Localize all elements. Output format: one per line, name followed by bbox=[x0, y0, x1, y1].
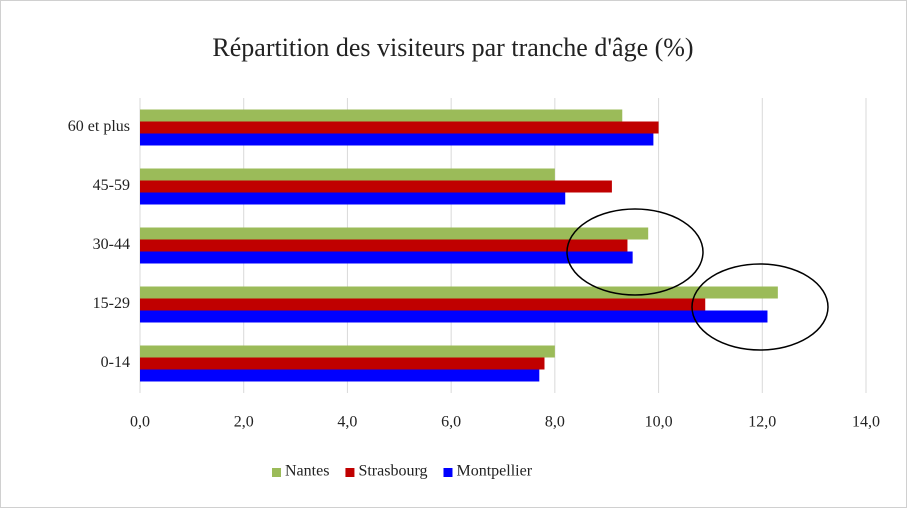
y-tick-label: 60 et plus bbox=[68, 118, 130, 135]
annotation-circle bbox=[566, 208, 704, 296]
legend-label: Montpellier bbox=[456, 463, 532, 480]
x-tick-label: 8,0 bbox=[545, 414, 565, 431]
annotation-circle bbox=[691, 263, 829, 351]
x-tick-label: 10,0 bbox=[645, 414, 673, 431]
bar bbox=[140, 121, 659, 134]
x-tick-label: 4,0 bbox=[337, 414, 357, 431]
legend-label: Nantes bbox=[285, 463, 329, 480]
bar bbox=[140, 298, 706, 311]
bar bbox=[140, 357, 545, 370]
legend-swatch bbox=[272, 468, 281, 477]
legend-label: Strasbourg bbox=[358, 463, 427, 480]
bar bbox=[140, 310, 768, 323]
bar bbox=[140, 109, 623, 122]
bar bbox=[140, 133, 654, 146]
y-tick-label: 0-14 bbox=[101, 354, 130, 371]
x-tick-label: 12,0 bbox=[748, 414, 776, 431]
x-tick-label: 0,0 bbox=[130, 414, 150, 431]
bar bbox=[140, 345, 555, 358]
bar bbox=[140, 168, 555, 181]
bar bbox=[140, 227, 649, 240]
y-tick-label: 30-44 bbox=[93, 236, 130, 253]
legend-swatch bbox=[345, 468, 355, 477]
chart-title: Répartition des visiteurs par tranche d'… bbox=[212, 33, 693, 62]
x-tick-label: 2,0 bbox=[234, 414, 254, 431]
x-tick-label: 6,0 bbox=[441, 414, 461, 431]
bar bbox=[140, 286, 778, 299]
legend-swatch bbox=[443, 468, 453, 477]
bars bbox=[140, 109, 778, 382]
bar bbox=[140, 192, 566, 205]
bar bbox=[140, 239, 628, 252]
bar bbox=[140, 251, 633, 264]
bar bbox=[140, 369, 540, 382]
y-tick-label: 45-59 bbox=[93, 177, 130, 194]
x-tick-label: 14,0 bbox=[852, 414, 880, 431]
y-tick-label: 15-29 bbox=[93, 295, 130, 312]
bar bbox=[140, 180, 612, 193]
